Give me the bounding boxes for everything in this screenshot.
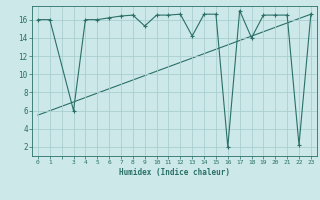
X-axis label: Humidex (Indice chaleur): Humidex (Indice chaleur) xyxy=(119,168,230,177)
